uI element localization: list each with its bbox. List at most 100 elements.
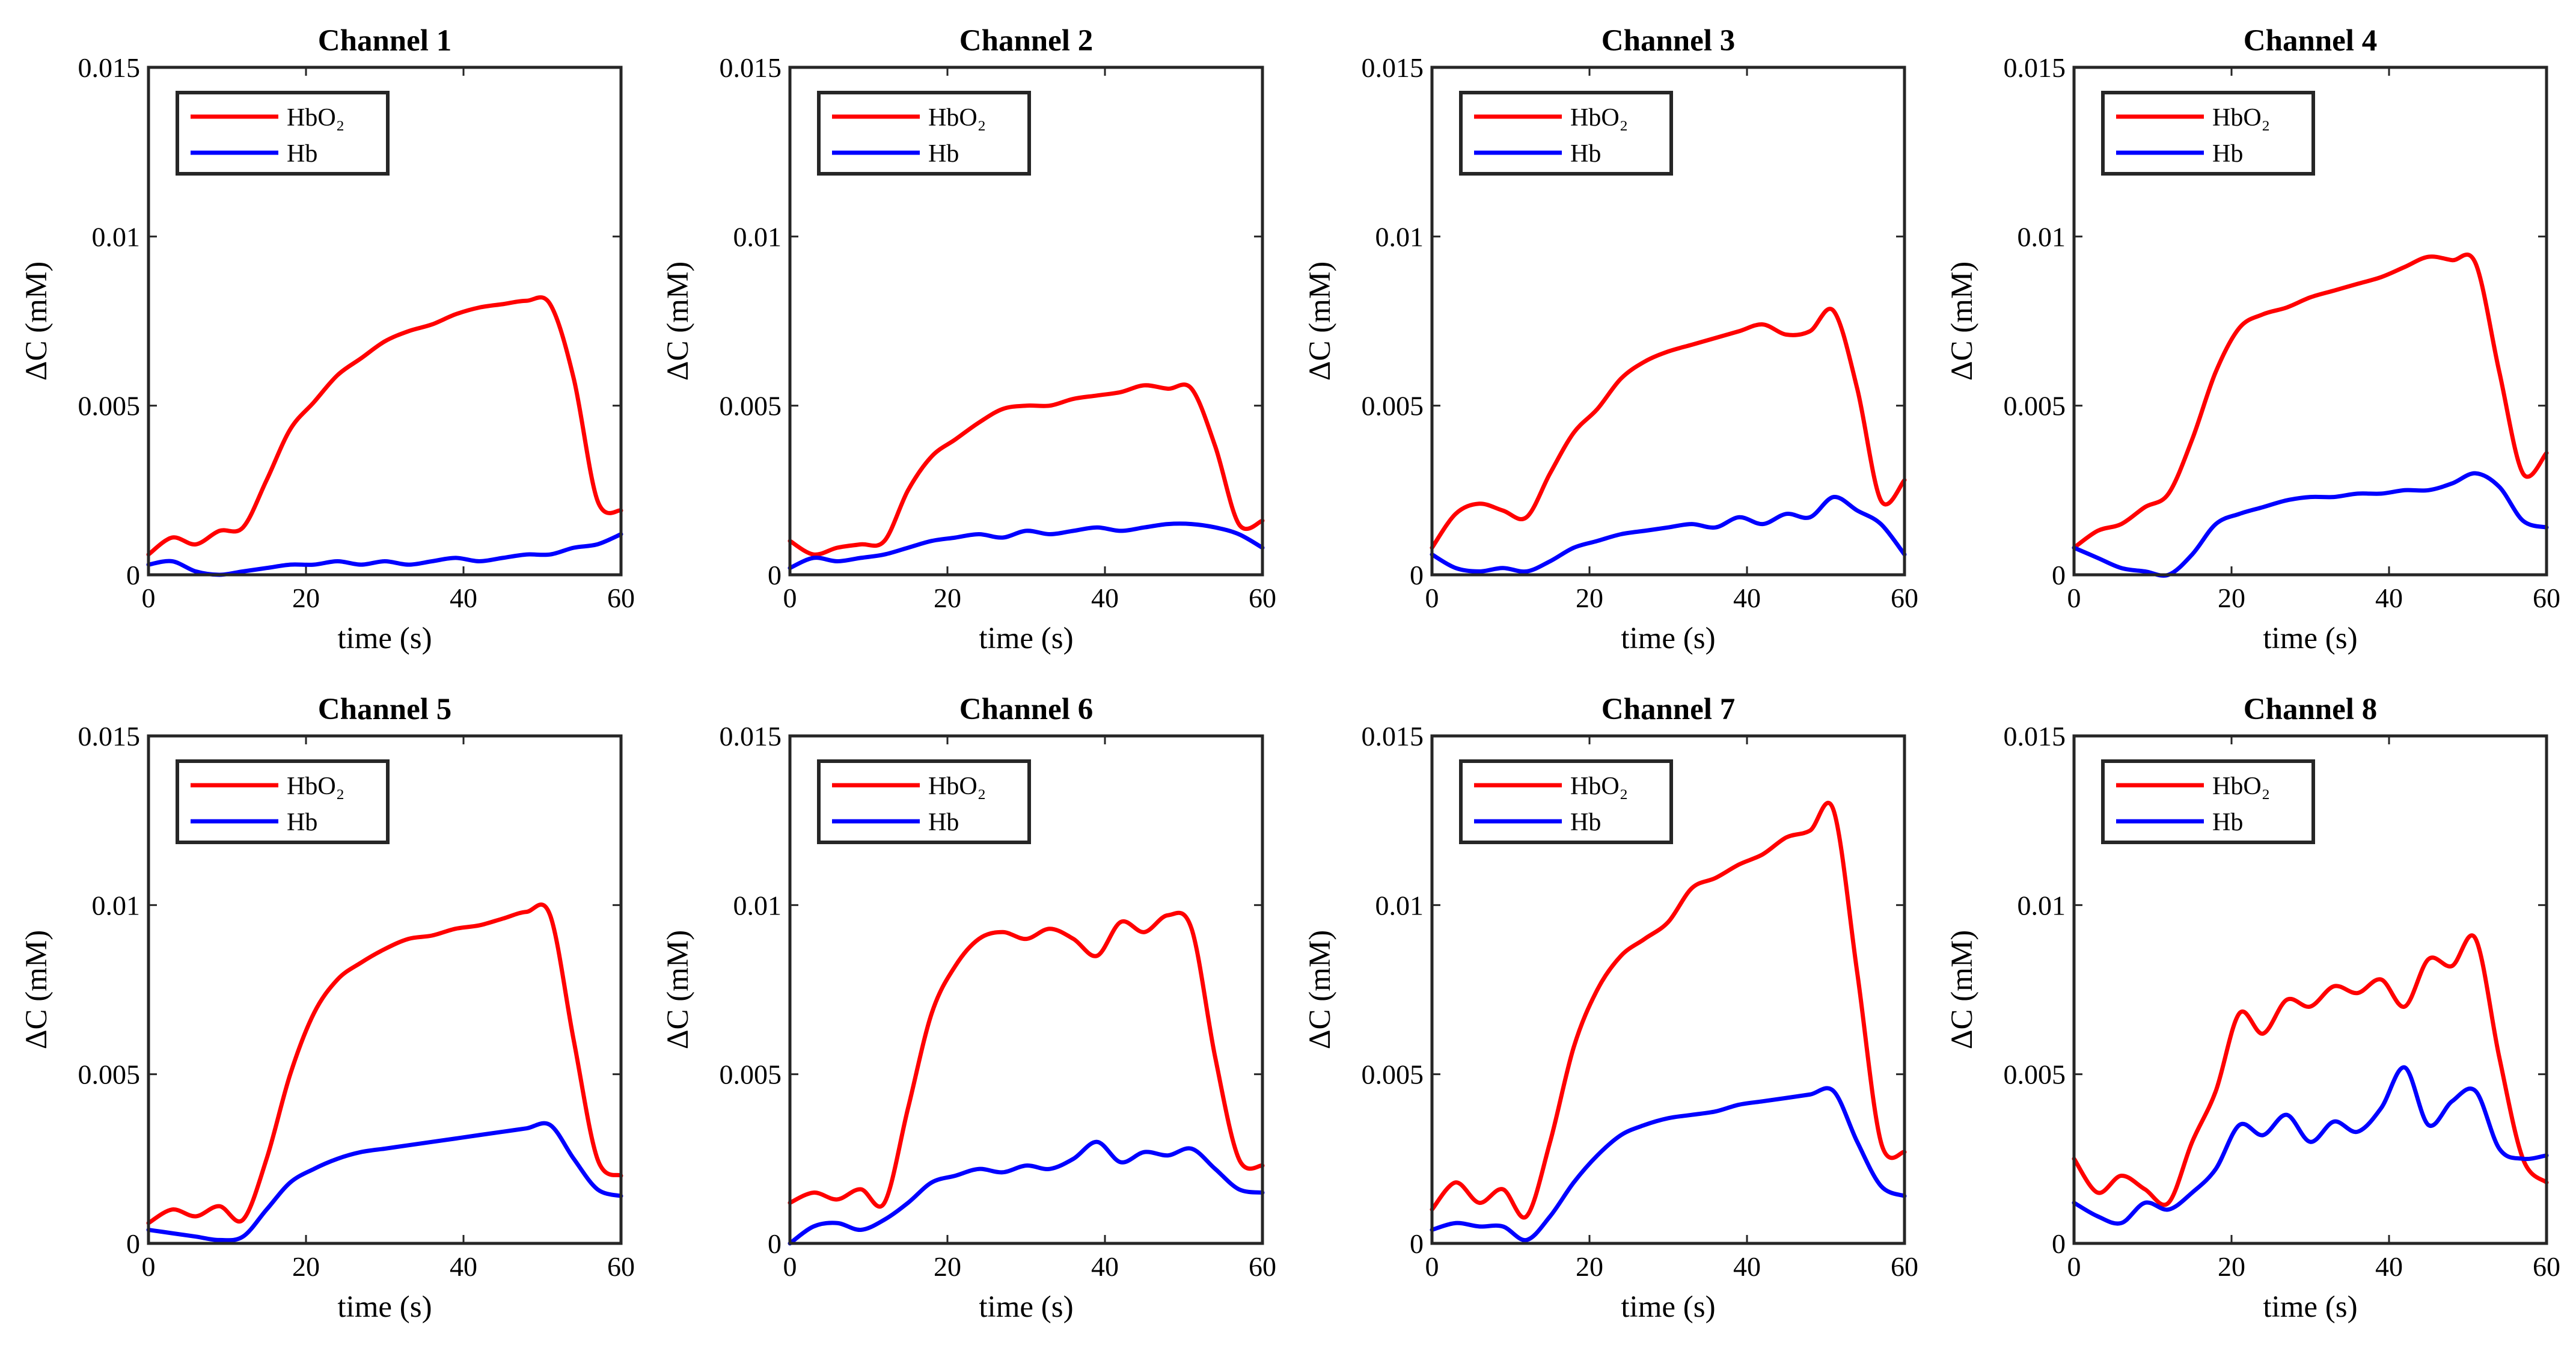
- x-tick-label: 40: [450, 583, 477, 613]
- x-axis-label: time (s): [2263, 622, 2357, 655]
- x-tick-label: 0: [1425, 1251, 1439, 1282]
- x-tick-label: 60: [1249, 1251, 1276, 1282]
- y-axis-label: ΔC (mM): [661, 930, 695, 1050]
- legend-hbo2-label: HbO₂: [287, 104, 344, 132]
- legend: HbO₂ Hb: [817, 91, 1031, 176]
- chart-title: Channel 2: [959, 24, 1093, 58]
- y-tick-label: 0.015: [1362, 52, 1424, 83]
- y-tick-label: 0.005: [720, 1059, 782, 1090]
- legend-hb-label: Hb: [2212, 140, 2243, 168]
- y-axis-label: ΔC (mM): [1945, 930, 1979, 1050]
- x-tick-label: 0: [1425, 583, 1439, 613]
- chart-title: Channel 4: [2244, 24, 2377, 58]
- y-tick-label: 0: [2052, 560, 2066, 590]
- y-tick-label: 0.015: [720, 721, 782, 752]
- chart-title: Channel 7: [1602, 693, 1735, 726]
- hb-series-line: [2072, 1065, 2549, 1226]
- y-tick-label: 0.015: [2004, 52, 2066, 83]
- x-tick-label: 20: [1576, 1251, 1603, 1282]
- axes-box: [788, 734, 1264, 1245]
- y-tick-label: 0.005: [78, 391, 141, 421]
- x-axis-label: time (s): [1621, 1290, 1715, 1324]
- x-tick-label: 60: [2533, 583, 2560, 613]
- y-axis-label: ΔC (mM): [20, 930, 54, 1050]
- y-tick-label: 0.01: [1375, 221, 1424, 252]
- x-tick-label: 20: [1576, 583, 1603, 613]
- hb-series-line: [1430, 495, 1907, 574]
- x-tick-label: 40: [2375, 1251, 2403, 1282]
- y-tick-label: 0.015: [1362, 721, 1424, 752]
- chart-panel-4: Channel 4 0 0.005 0.01 0.015 0 20 40 60 time (s) Δ…: [1945, 24, 2560, 655]
- hbo2-series-line: [1430, 307, 1907, 550]
- chart-panel-7: Channel 7 0 0.005 0.01 0.015 0 20 40 60 time (s) Δ…: [1303, 693, 1918, 1324]
- axes-box: [147, 66, 623, 577]
- legend-hbo2-label: HbO₂: [2212, 104, 2270, 132]
- chart-title: Channel 3: [1602, 24, 1735, 58]
- y-tick-label: 0: [126, 560, 140, 590]
- legend-hb-label: Hb: [1570, 140, 1601, 168]
- legend: HbO₂ Hb: [2101, 91, 2315, 176]
- x-tick-label: 40: [450, 1251, 477, 1282]
- legend-hb-label: Hb: [2212, 809, 2243, 836]
- hbo2-series-line: [146, 295, 623, 557]
- x-tick-label: 60: [1891, 1251, 1918, 1282]
- legend: HbO₂ Hb: [2101, 759, 2315, 844]
- x-tick-label: 0: [142, 1251, 156, 1282]
- legend: HbO₂ Hb: [1459, 759, 1673, 844]
- y-tick-label: 0.005: [1362, 391, 1424, 421]
- x-tick-label: 60: [607, 583, 635, 613]
- y-axis-label: ΔC (mM): [661, 262, 695, 381]
- chart-title: Channel 8: [2244, 693, 2377, 726]
- y-tick-label: 0.01: [92, 221, 141, 252]
- legend-hb-label: Hb: [1570, 809, 1601, 836]
- y-tick-label: 0.005: [1362, 1059, 1424, 1090]
- x-tick-label: 60: [1891, 583, 1918, 613]
- y-tick-label: 0.005: [720, 391, 782, 421]
- y-axis-label: ΔC (mM): [1303, 262, 1337, 381]
- x-tick-label: 20: [292, 583, 320, 613]
- x-tick-label: 40: [1091, 583, 1119, 613]
- hbo2-series-line: [1430, 800, 1907, 1220]
- x-tick-label: 20: [934, 1251, 961, 1282]
- y-tick-label: 0.01: [92, 890, 141, 921]
- x-tick-label: 0: [2067, 583, 2081, 613]
- axes-box: [2072, 734, 2548, 1245]
- y-tick-label: 0.01: [733, 890, 782, 921]
- legend-hbo2-label: HbO₂: [1570, 104, 1628, 132]
- axes-box: [1430, 734, 1906, 1245]
- axes-box: [147, 734, 623, 1245]
- hb-series-line: [788, 1139, 1265, 1246]
- x-tick-label: 20: [2218, 583, 2245, 613]
- y-tick-label: 0.01: [2018, 890, 2066, 921]
- hb-series-line: [1430, 1086, 1907, 1242]
- legend-hb-label: Hb: [287, 140, 317, 168]
- legend-hbo2-label: HbO₂: [928, 104, 986, 132]
- chart-title: Channel 5: [318, 693, 451, 726]
- chart-panel-1: Channel 1 0 0.005 0.01 0.015 0 20 40 60 time (s) Δ…: [20, 24, 635, 655]
- legend-box: [2101, 759, 2315, 844]
- legend-hb-label: Hb: [928, 809, 959, 836]
- hbo2-series-line: [2072, 253, 2549, 550]
- hbo2-series-line: [146, 902, 623, 1225]
- y-tick-label: 0: [768, 1228, 782, 1259]
- x-axis-label: time (s): [1621, 622, 1715, 655]
- y-tick-label: 0.015: [720, 52, 782, 83]
- legend-hb-label: Hb: [928, 140, 959, 168]
- y-tick-label: 0.005: [78, 1059, 141, 1090]
- y-tick-label: 0.01: [733, 221, 782, 252]
- hbo2-series-line: [788, 382, 1265, 557]
- y-tick-label: 0: [768, 560, 782, 590]
- hbo2-series-line: [788, 910, 1265, 1209]
- y-tick-label: 0.005: [2004, 391, 2066, 421]
- legend: HbO₂ Hb: [1459, 91, 1673, 176]
- y-tick-label: 0: [1410, 1228, 1424, 1259]
- legend-hbo2-label: HbO₂: [2212, 773, 2270, 800]
- legend-hbo2-label: HbO₂: [928, 773, 986, 800]
- x-tick-label: 0: [2067, 1251, 2081, 1282]
- legend-hbo2-label: HbO₂: [1570, 773, 1628, 800]
- x-tick-label: 0: [783, 583, 797, 613]
- hb-series-line: [788, 521, 1265, 571]
- y-tick-label: 0: [2052, 1228, 2066, 1259]
- x-tick-label: 40: [2375, 583, 2403, 613]
